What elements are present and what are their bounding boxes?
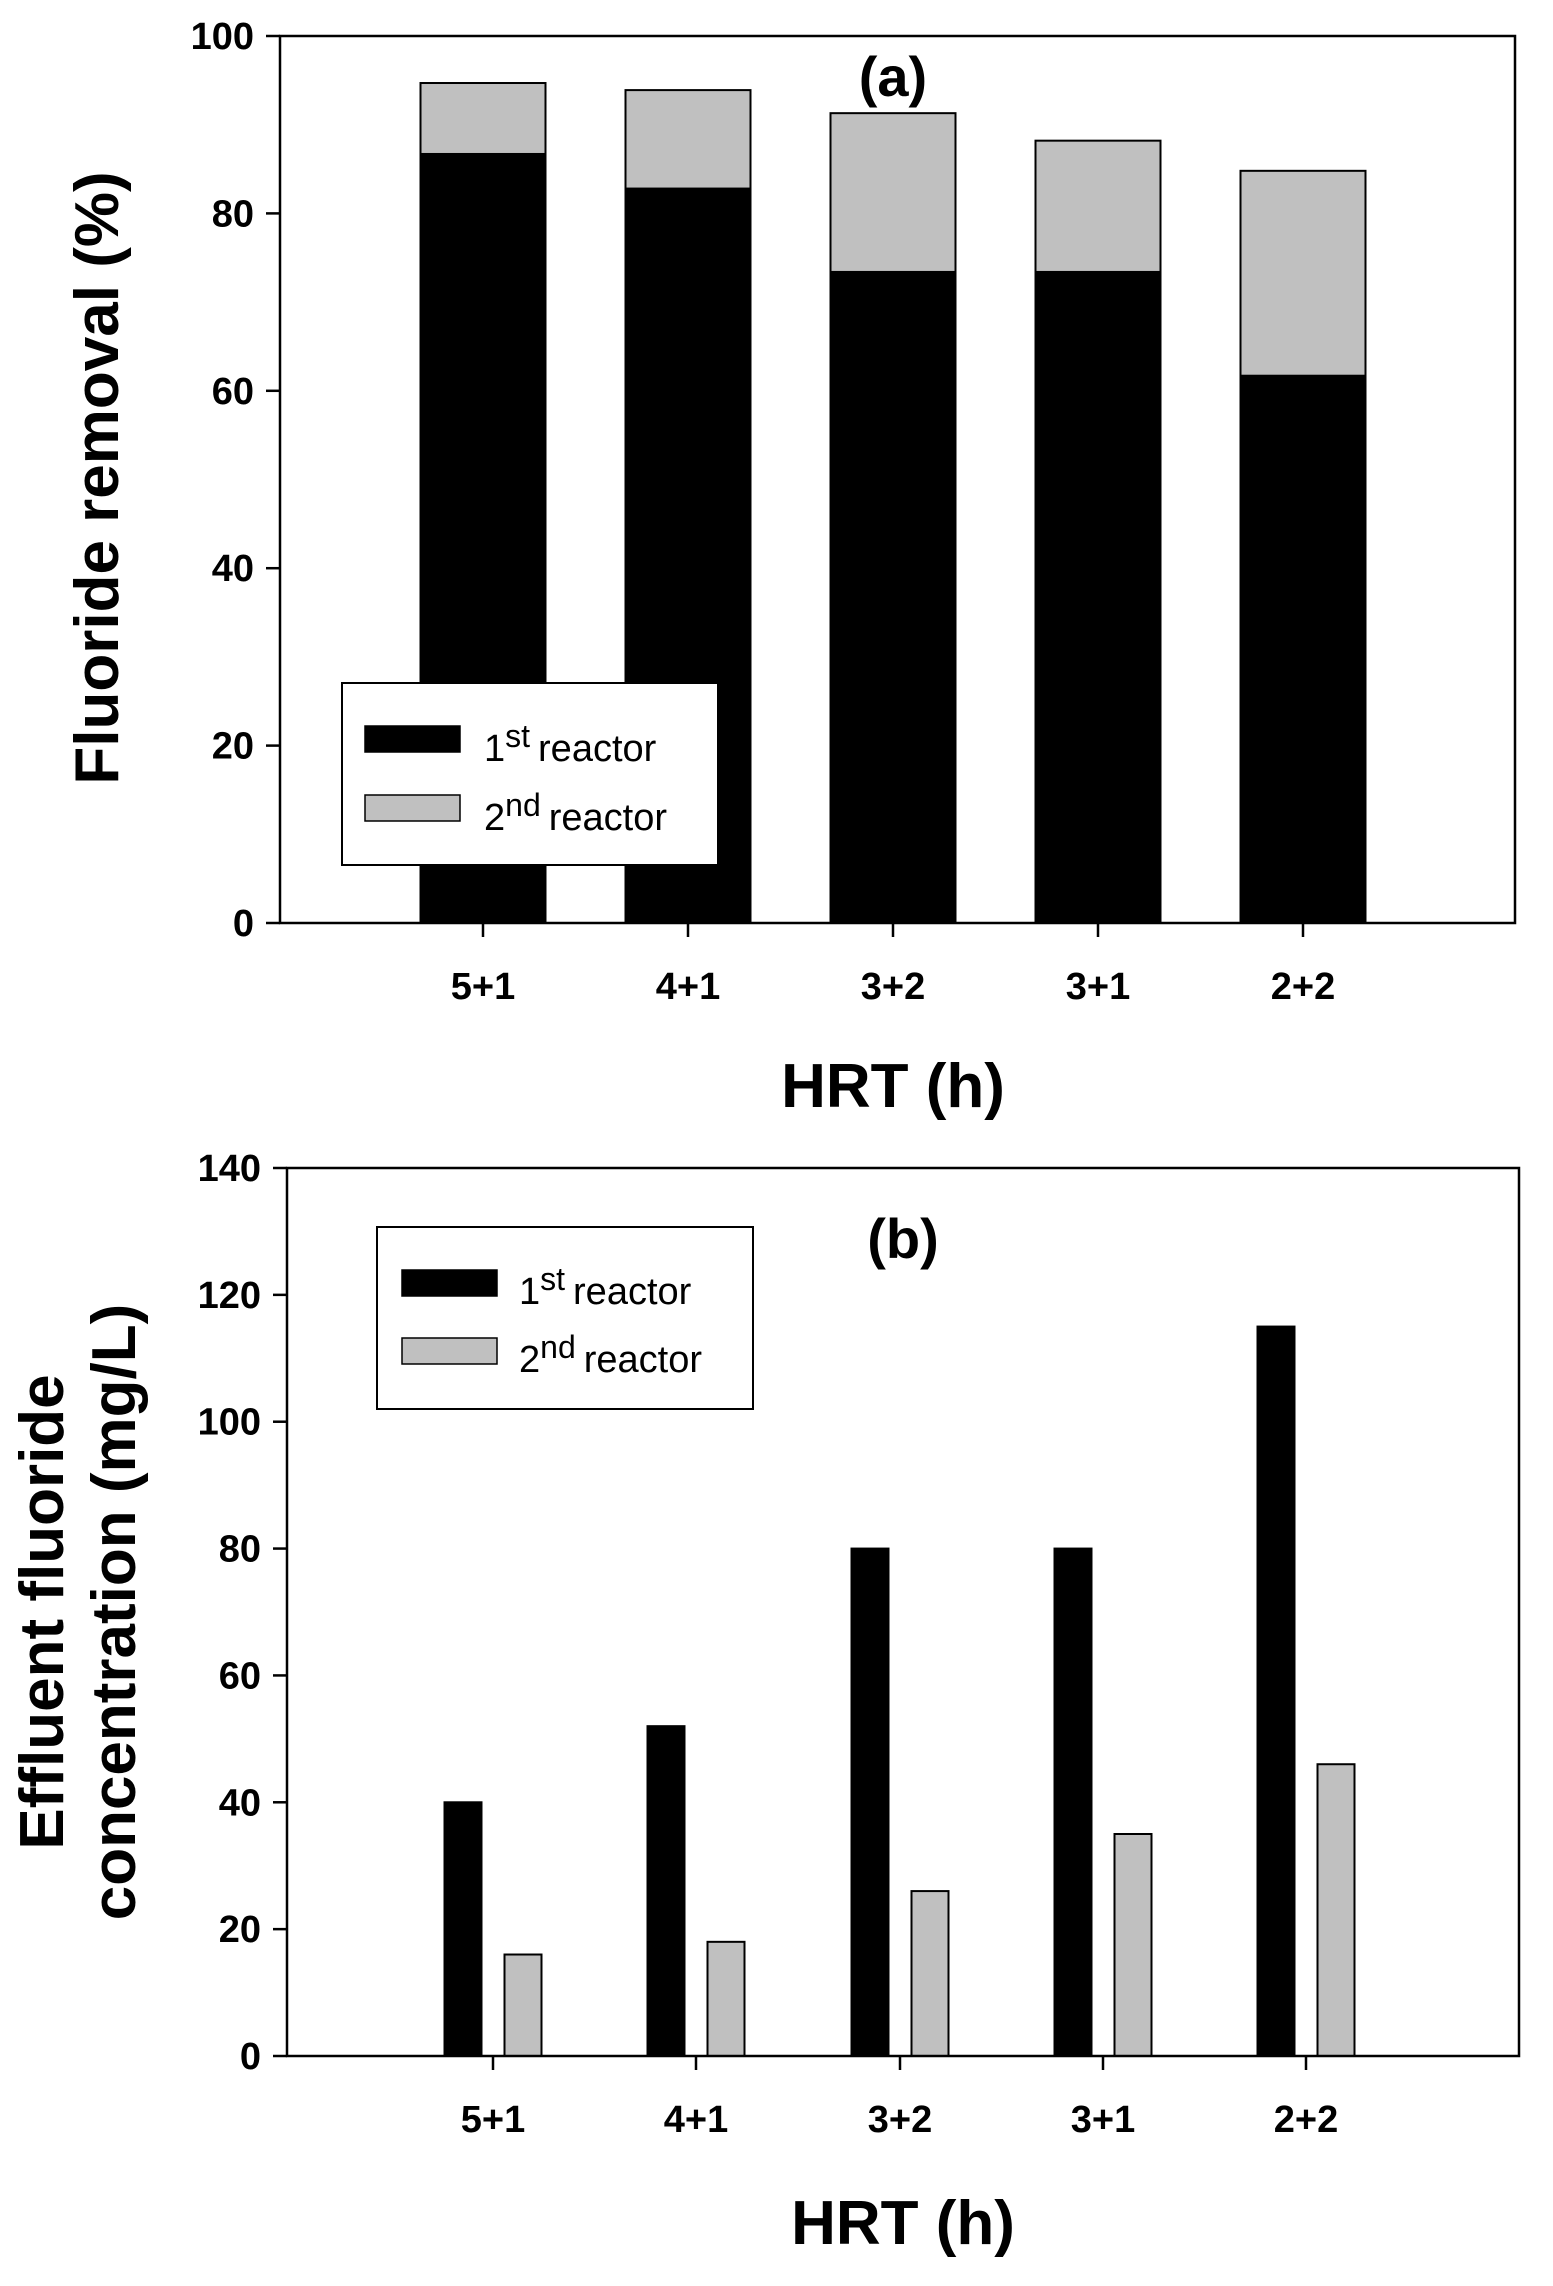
chart-a-bar-3+2-series-2 bbox=[829, 112, 957, 273]
chart-a-y-tick-label: 60 bbox=[212, 371, 254, 413]
chart-b-legend-box bbox=[376, 1226, 754, 1410]
chart-b-bar-2+2-series-1 bbox=[1256, 1325, 1296, 2057]
chart-b-bar-5+1-series-1 bbox=[443, 1801, 483, 2058]
chart-b-bar-3+1-series-1 bbox=[1053, 1547, 1093, 2057]
chart-b-bar-5+1-series-2 bbox=[503, 1953, 543, 2057]
chart-b-x-axis-title: HRT (h) bbox=[791, 2189, 1015, 2258]
chart-a-legend-label-2: 2nd reactor bbox=[484, 787, 667, 839]
chart-b-legend-label-1: 1st reactor bbox=[519, 1261, 692, 1313]
chart-a-legend-swatch-2 bbox=[364, 794, 461, 822]
chart-a-y-tick-label: 0 bbox=[233, 903, 254, 945]
chart-a-y-axis-title: Fluoride removal (%) bbox=[63, 171, 132, 784]
chart-b-bar-3+1-series-2 bbox=[1113, 1833, 1153, 2057]
chart-b-x-tick-label: 3+2 bbox=[868, 2099, 932, 2141]
chart-b-y-tick-label: 20 bbox=[219, 1909, 261, 1951]
chart-a-x-tick-label: 3+2 bbox=[861, 966, 925, 1008]
chart-a-bar-2+2-series-1 bbox=[1239, 374, 1367, 924]
chart-a-legend-box bbox=[341, 682, 719, 866]
chart-b-y-tick-label: 100 bbox=[198, 1402, 261, 1444]
chart-a-bar-3+2-series-1 bbox=[829, 270, 957, 924]
chart-b-x-tick-label: 5+1 bbox=[461, 2099, 525, 2141]
chart-b-y-axis: 0 20 40 60 80 100 120 140 bbox=[198, 1148, 287, 2078]
chart-a-bar-4+1-series-2 bbox=[624, 89, 752, 190]
chart-b-bar-3+2-series-1 bbox=[850, 1547, 890, 2057]
chart-b-bars bbox=[443, 1325, 1356, 2058]
chart-a-y-tick-label: 20 bbox=[212, 726, 254, 768]
chart-a-legend-label-1: 1st reactor bbox=[484, 718, 657, 770]
chart-a-bar-3+1-series-2 bbox=[1034, 139, 1162, 273]
chart-b-legend-label-2: 2nd reactor bbox=[519, 1329, 702, 1381]
chart-b-y-tick-label: 120 bbox=[198, 1275, 261, 1317]
chart-a-title: (a) bbox=[859, 45, 927, 108]
chart-a: 0 20 40 60 80 100 5+1 4+1 3+2 3+1 2+2 (a) HRT (h)… bbox=[63, 16, 1517, 1121]
chart-b-y-tick-label: 0 bbox=[240, 2036, 261, 2078]
chart-b-x-tick-label: 3+1 bbox=[1071, 2099, 1135, 2141]
chart-a-x-tick-label: 2+2 bbox=[1271, 966, 1335, 1008]
chart-b: 0 20 40 60 80 100 120 140 5+1 4+1 3+2 3+1 2+2 (b) H… bbox=[8, 1148, 1521, 2258]
chart-b-plot-frame bbox=[285, 1166, 1521, 2058]
chart-b-y-axis-title-line-2: concentration (mg/L) bbox=[80, 1304, 149, 1921]
chart-a-legend-swatch-1 bbox=[364, 725, 461, 753]
chart-b-y-tick-label: 80 bbox=[219, 1529, 261, 1571]
chart-b-bar-4+1-series-2 bbox=[706, 1940, 746, 2058]
chart-b-x-tick-label: 2+2 bbox=[1274, 2099, 1338, 2141]
chart-b-x-axis: 5+1 4+1 3+2 3+1 2+2 bbox=[461, 2056, 1338, 2141]
chart-a-y-tick-label: 40 bbox=[212, 548, 254, 590]
chart-b-y-tick-label: 140 bbox=[198, 1148, 261, 1190]
chart-a-plot-frame bbox=[278, 34, 1517, 925]
chart-a-bar-3+1-series-1 bbox=[1034, 270, 1162, 924]
chart-b-x-tick-label: 4+1 bbox=[664, 2099, 728, 2141]
chart-b-y-tick-label: 40 bbox=[219, 1782, 261, 1824]
chart-b-y-axis-title-line-1: Effluent fluoride bbox=[8, 1374, 77, 1849]
chart-b-legend-swatch-2 bbox=[401, 1337, 498, 1365]
chart-a-bars bbox=[419, 82, 1367, 924]
chart-b-legend: 1st reactor 2nd reactor bbox=[376, 1226, 754, 1410]
chart-a-x-axis: 5+1 4+1 3+2 3+1 2+2 bbox=[451, 923, 1335, 1008]
chart-b-bar-2+2-series-2 bbox=[1316, 1763, 1356, 2057]
chart-b-bar-4+1-series-1 bbox=[646, 1725, 686, 2057]
chart-b-bar-3+2-series-2 bbox=[910, 1890, 950, 2057]
chart-a-x-tick-label: 5+1 bbox=[451, 966, 515, 1008]
chart-b-y-tick-label: 60 bbox=[219, 1655, 261, 1697]
chart-a-y-tick-label: 80 bbox=[212, 193, 254, 235]
chart-a-x-tick-label: 4+1 bbox=[656, 966, 720, 1008]
chart-a-y-axis: 0 20 40 60 80 100 bbox=[191, 16, 280, 945]
chart-a-bar-2+2-series-2 bbox=[1239, 169, 1367, 377]
chart-a-x-axis-title: HRT (h) bbox=[781, 1052, 1005, 1121]
chart-a-bar-5+1-series-2 bbox=[419, 82, 547, 155]
chart-b-title: (b) bbox=[867, 1207, 939, 1270]
chart-b-legend-swatch-1 bbox=[401, 1269, 498, 1297]
chart-a-x-tick-label: 3+1 bbox=[1066, 966, 1130, 1008]
chart-a-y-tick-label: 100 bbox=[191, 16, 254, 58]
chart-a-legend: 1st reactor 2nd reactor bbox=[341, 682, 719, 866]
